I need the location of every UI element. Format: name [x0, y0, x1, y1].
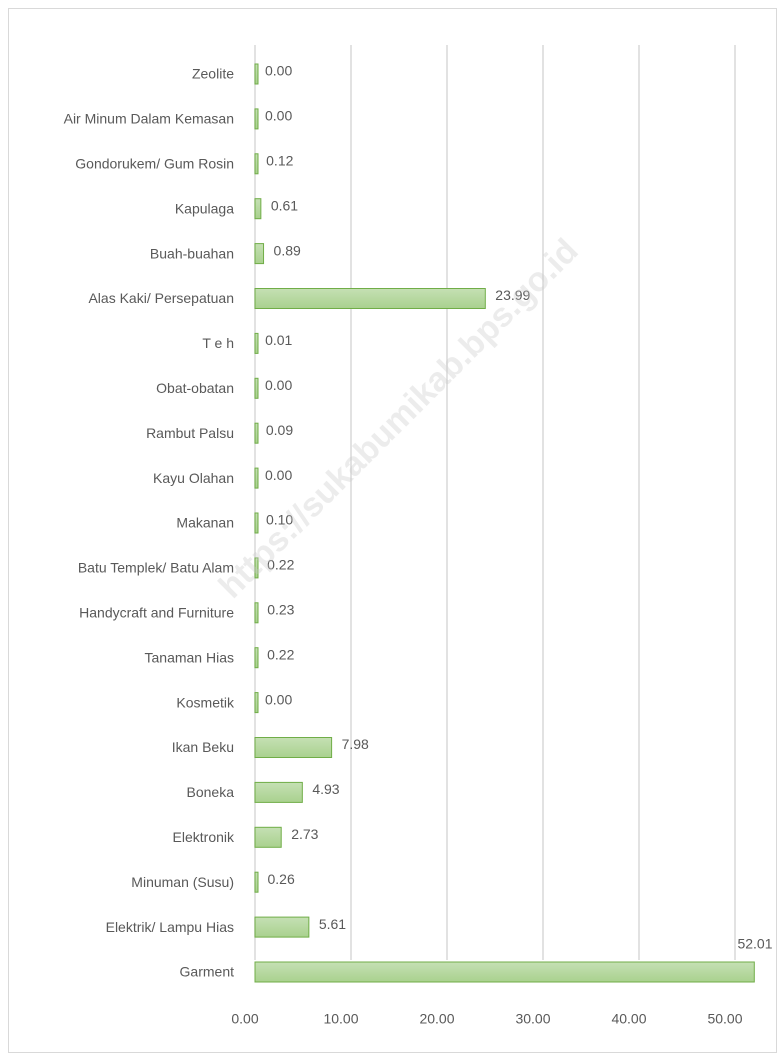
y-tick-label: Alas Kaki/ Persepatuan — [88, 290, 234, 306]
bar — [254, 871, 259, 893]
value-label: 0.22 — [267, 646, 294, 662]
value-label: 23.99 — [495, 287, 530, 303]
y-tick-label: Obat-obatan — [156, 380, 234, 396]
bar — [254, 781, 303, 803]
y-tick-label: Batu Templek/ Batu Alam — [78, 560, 234, 576]
y-tick-label: Ikan Beku — [172, 739, 234, 755]
y-tick-label: Air Minum Dalam Kemasan — [64, 111, 234, 127]
bar — [254, 961, 755, 983]
value-label: 0.26 — [267, 871, 294, 887]
bar — [254, 288, 486, 309]
bar — [254, 243, 265, 265]
bar — [254, 467, 259, 489]
y-tick-label: Handycraft and Furniture — [79, 605, 234, 621]
value-label: 0.00 — [265, 691, 292, 707]
bar — [254, 512, 259, 534]
bar — [254, 826, 282, 848]
y-tick-label: T e h — [202, 335, 234, 351]
bar — [254, 916, 310, 938]
value-label: 52.01 — [737, 936, 772, 952]
x-tick-label: 30.00 — [515, 1011, 550, 1027]
x-tick-label: 50.00 — [707, 1011, 742, 1027]
y-tick-label: Makanan — [176, 515, 234, 531]
bar — [254, 108, 259, 130]
bar — [254, 198, 262, 220]
bar — [254, 332, 259, 354]
bar — [254, 63, 259, 85]
y-tick-label: Zeolite — [192, 66, 234, 82]
value-label: 0.00 — [265, 108, 292, 124]
bar — [254, 422, 259, 444]
y-tick-label: Gondorukem/ Gum Rosin — [75, 156, 234, 172]
value-label: 0.12 — [266, 153, 293, 169]
value-label: 0.01 — [265, 332, 292, 348]
bar — [254, 602, 259, 624]
value-label: 0.22 — [267, 557, 294, 573]
value-label: 0.00 — [265, 63, 292, 79]
value-label: 0.00 — [265, 467, 292, 483]
y-tick-label: Boneka — [187, 784, 235, 800]
y-tick-label: Tanaman Hias — [145, 649, 235, 665]
x-tick-label: 20.00 — [419, 1011, 454, 1027]
x-tick-label: 40.00 — [611, 1011, 646, 1027]
value-label: 0.61 — [271, 197, 298, 213]
value-label: 0.10 — [266, 512, 293, 528]
y-tick-label: Elektrik/ Lampu Hias — [106, 919, 234, 935]
value-label: 5.61 — [319, 916, 346, 932]
y-tick-label: Minuman (Susu) — [131, 874, 234, 890]
bar — [254, 153, 259, 175]
y-tick-label: Kayu Olahan — [153, 470, 234, 486]
y-tick-label: Kapulaga — [175, 200, 234, 216]
chart-border — [8, 8, 777, 1053]
bar — [254, 737, 333, 758]
value-label: 0.23 — [267, 602, 294, 618]
value-label: 4.93 — [312, 781, 339, 797]
value-label: 0.89 — [274, 242, 301, 258]
bar — [254, 647, 259, 669]
y-tick-label: Rambut Palsu — [146, 425, 234, 441]
x-tick-label: 10.00 — [323, 1011, 358, 1027]
value-label: 2.73 — [291, 826, 318, 842]
y-tick-label: Kosmetik — [176, 694, 235, 710]
value-label: 0.00 — [265, 377, 292, 393]
y-tick-label: Buah-buahan — [150, 245, 234, 261]
bar — [254, 557, 259, 579]
y-tick-label: Garment — [180, 964, 235, 980]
value-label: 0.09 — [266, 422, 293, 438]
bar — [254, 377, 259, 399]
y-tick-label: Elektronik — [173, 829, 235, 845]
bar — [254, 692, 259, 714]
x-tick-label: 0.00 — [231, 1011, 258, 1027]
value-label: 7.98 — [342, 736, 369, 752]
